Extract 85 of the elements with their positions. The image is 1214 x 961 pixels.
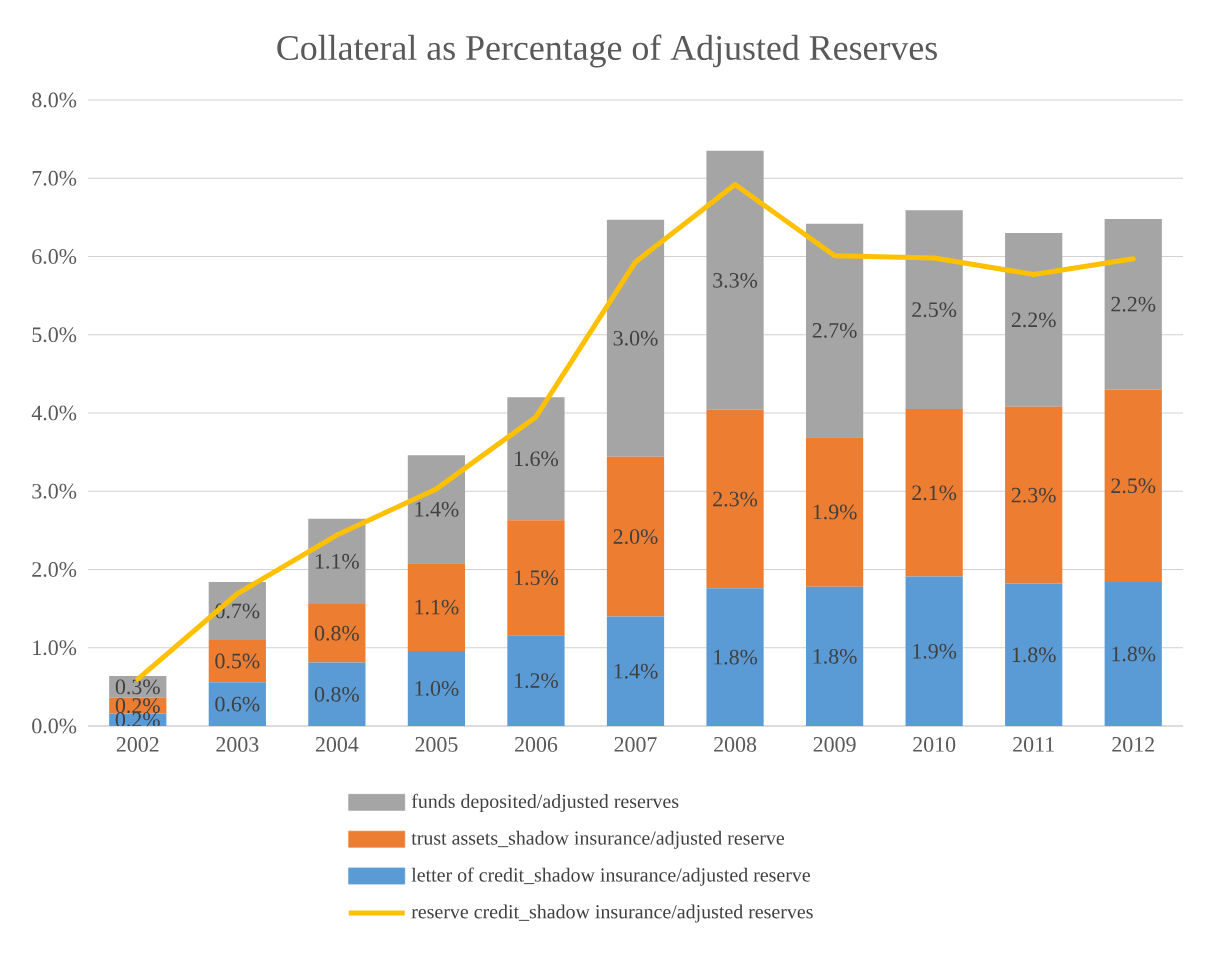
data-label: 2.1% xyxy=(912,485,957,501)
data-label: 2.7% xyxy=(812,323,857,338)
legend-label: letter of credit_shadow insurance/adjusted reserve xyxy=(411,867,811,886)
x-tick-label: 2011 xyxy=(1013,737,1054,752)
legend-label: funds deposited/adjusted reserves xyxy=(411,793,679,813)
bar xyxy=(208,639,266,683)
data-label: 0.3% xyxy=(115,679,160,695)
data-label: 3.3% xyxy=(713,272,758,288)
x-tick-label: 2010 xyxy=(913,737,956,752)
data-label: 1.4% xyxy=(415,501,459,517)
bar xyxy=(1005,233,1063,407)
bar xyxy=(606,219,665,457)
data-label: 1.8% xyxy=(813,648,857,664)
bar xyxy=(805,586,864,726)
y-tick-label: 8.0% xyxy=(32,92,77,108)
y-tick-label: 2.0% xyxy=(32,562,77,577)
bar xyxy=(905,210,963,410)
bar xyxy=(208,682,266,726)
x-tick-label: 2008 xyxy=(714,737,757,752)
y-tick-label: 6.0% xyxy=(32,249,77,264)
y-tick-label: 4.0% xyxy=(31,405,77,421)
data-label: 1.1% xyxy=(315,553,359,569)
bar xyxy=(606,456,665,617)
legend-label: reserve credit_shadow insurance/adjusted reserves xyxy=(411,904,813,923)
bar xyxy=(507,635,565,726)
data-label: 2.5% xyxy=(912,302,957,318)
y-tick-label: 1.0% xyxy=(33,640,77,656)
x-tick-label: 2012 xyxy=(1112,737,1154,752)
chart-title: Collateral as Percentage of Adjusted Reserves xyxy=(277,34,937,68)
x-tick-label: 2007 xyxy=(614,737,657,752)
x-tick-label: 2009 xyxy=(813,737,856,752)
data-label: 1.9% xyxy=(913,643,957,659)
data-label: 2.2% xyxy=(1011,312,1056,328)
data-label: 0.6% xyxy=(215,696,260,712)
bar xyxy=(905,409,963,577)
bar xyxy=(1104,218,1162,390)
bar xyxy=(706,409,764,589)
bar xyxy=(706,588,764,726)
x-tick-label: 2002 xyxy=(116,737,159,752)
bar xyxy=(308,518,366,604)
bar xyxy=(905,576,963,726)
data-label: 2.3% xyxy=(713,491,758,507)
y-tick-label: 7.0% xyxy=(32,170,77,186)
data-label: 1.2% xyxy=(515,673,559,689)
x-tick-label: 2006 xyxy=(515,737,558,752)
data-label: 2.5% xyxy=(1111,478,1156,494)
data-label: 2.3% xyxy=(1011,487,1056,503)
x-tick-label: 2003 xyxy=(216,737,259,752)
data-label: 1.8% xyxy=(1112,646,1156,662)
x-tick-label: 2004 xyxy=(315,737,359,752)
data-label: 0.5% xyxy=(215,653,260,669)
data-label: 1.4% xyxy=(614,663,658,679)
bar xyxy=(407,563,466,651)
bar xyxy=(1104,389,1162,583)
bar xyxy=(706,150,764,410)
data-label: 3.0% xyxy=(613,330,658,346)
data-label: 1.8% xyxy=(714,649,758,665)
y-tick-label: 3.0% xyxy=(32,483,77,499)
bar xyxy=(805,223,864,438)
bar xyxy=(1005,406,1063,584)
data-label: 0.8% xyxy=(314,625,359,641)
legend-label: trust assets_shadow insurance/adjusted reserve xyxy=(411,830,785,849)
bar xyxy=(308,662,366,726)
data-label: 1.5% xyxy=(515,570,559,586)
data-label: 1.9% xyxy=(813,504,857,520)
data-label: 2.0% xyxy=(613,529,658,545)
x-tick-label: 2005 xyxy=(415,737,458,752)
bar xyxy=(507,520,565,636)
bar xyxy=(1005,583,1063,726)
bar xyxy=(606,616,665,726)
bar xyxy=(407,455,466,564)
data-label: 1.0% xyxy=(415,681,459,696)
y-tick-label: 5.0% xyxy=(32,327,77,343)
bar xyxy=(308,603,366,663)
data-label: 0.2% xyxy=(115,698,160,714)
data-label: 1.1% xyxy=(415,599,459,615)
bar xyxy=(407,650,466,726)
data-label: 2.2% xyxy=(1111,296,1156,312)
bar xyxy=(507,397,565,521)
bar xyxy=(805,437,864,587)
data-label: 1.8% xyxy=(1012,647,1056,663)
data-label: 1.6% xyxy=(515,451,559,467)
data-label: 0.8% xyxy=(314,686,359,702)
y-tick-label: 0.0% xyxy=(32,718,77,734)
bar xyxy=(1104,582,1162,726)
